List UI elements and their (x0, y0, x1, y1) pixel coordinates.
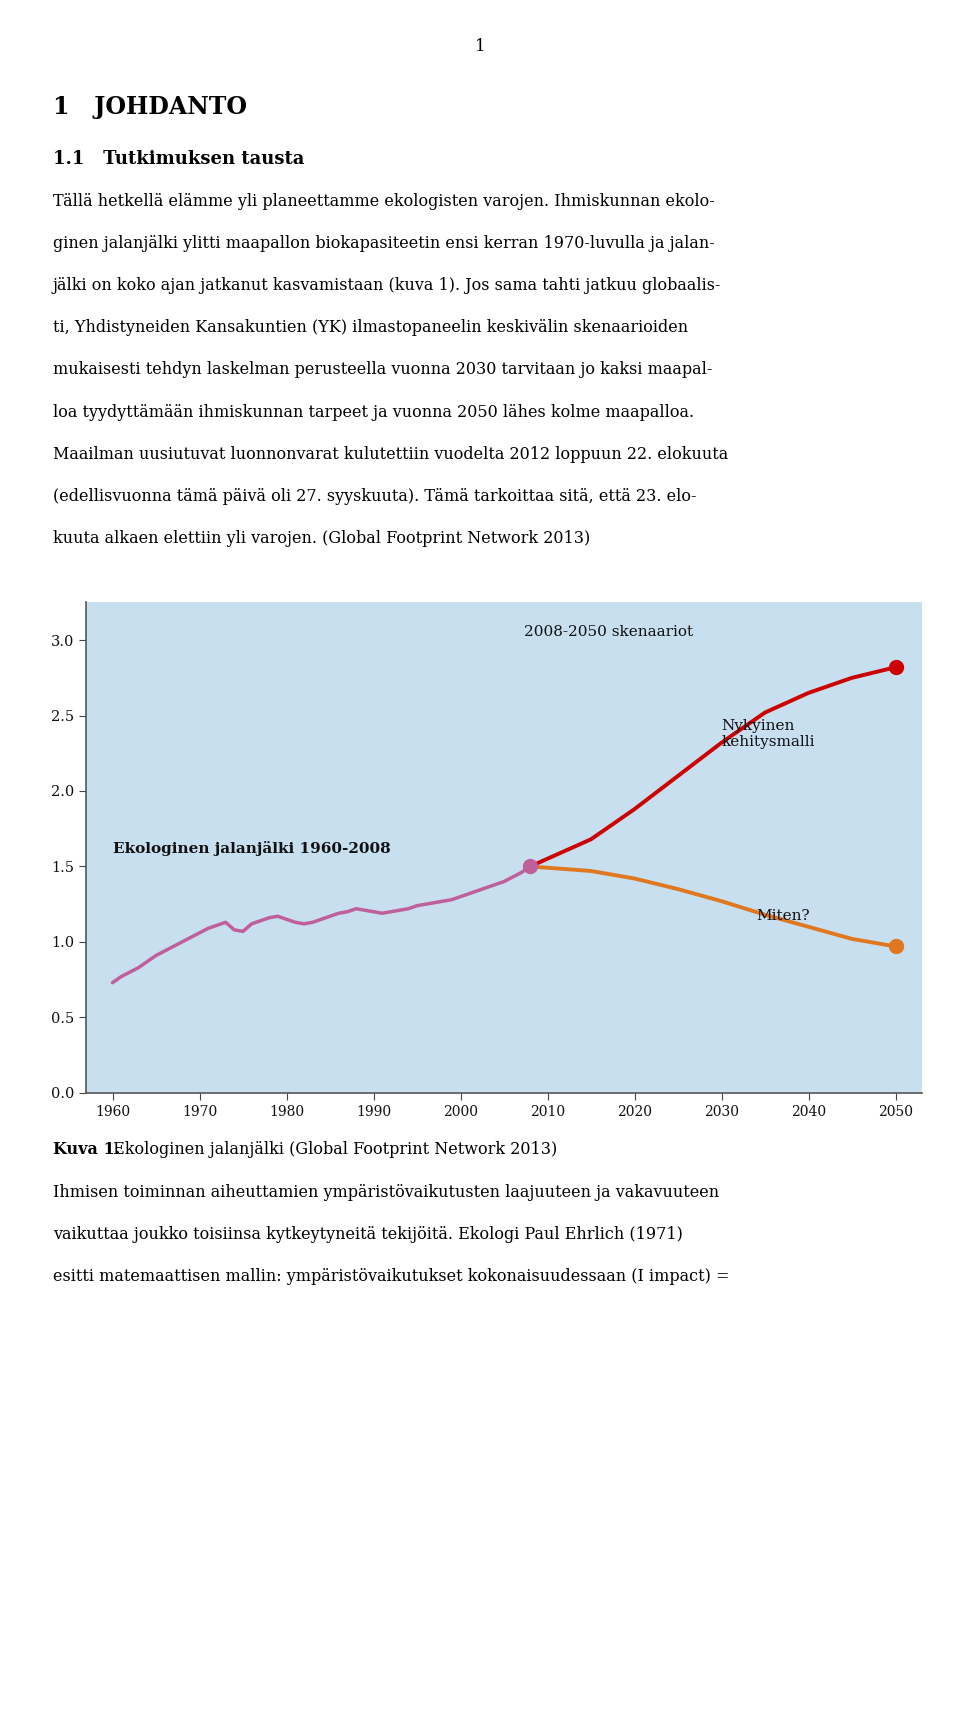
Text: ginen jalanjälki ylitti maapallon biokapasiteetin ensi kerran 1970-luvulla ja ja: ginen jalanjälki ylitti maapallon biokap… (53, 234, 714, 251)
Text: Maailman uusiutuvat luonnonvarat kulutettiin vuodelta 2012 loppuun 22. elokuuta: Maailman uusiutuvat luonnonvarat kulutet… (53, 446, 728, 463)
Text: 1: 1 (474, 38, 486, 55)
Text: kuuta alkaen elettiin yli varojen. (Global Footprint Network 2013): kuuta alkaen elettiin yli varojen. (Glob… (53, 530, 590, 547)
Text: Nykyinen
kehitysmalli: Nykyinen kehitysmalli (722, 719, 815, 749)
Text: Tällä hetkellä elämme yli planeettamme ekologisten varojen. Ihmiskunnan ekolo-: Tällä hetkellä elämme yli planeettamme e… (53, 193, 714, 210)
Text: jälki on koko ajan jatkanut kasvamistaan (kuva 1). Jos sama tahti jatkuu globaal: jälki on koko ajan jatkanut kasvamistaan… (53, 277, 721, 294)
Text: Miten?: Miten? (756, 909, 810, 922)
Text: ti, Yhdistyneiden Kansakuntien (YK) ilmastopaneelin keskivälin skenaarioiden: ti, Yhdistyneiden Kansakuntien (YK) ilma… (53, 320, 688, 336)
Text: (edellisvuonna tämä päivä oli 27. syyskuuta). Tämä tarkoittaa sitä, että 23. elo: (edellisvuonna tämä päivä oli 27. syysku… (53, 489, 696, 504)
Text: loa tyydyttämään ihmiskunnan tarpeet ja vuonna 2050 lähes kolme maapalloa.: loa tyydyttämään ihmiskunnan tarpeet ja … (53, 404, 694, 420)
Text: 2008-2050 skenaariot: 2008-2050 skenaariot (524, 625, 693, 638)
Text: Ihmisen toiminnan aiheuttamien ympäristövaikutusten laajuuteen ja vakavuuteen: Ihmisen toiminnan aiheuttamien ympäristö… (53, 1184, 719, 1201)
Text: esitti matemaattisen mallin: ympäristövaikutukset kokonaisuudessaan (I impact) =: esitti matemaattisen mallin: ympäristöva… (53, 1268, 730, 1286)
Text: 1.1   Tutkimuksen tausta: 1.1 Tutkimuksen tausta (53, 150, 304, 167)
Text: 1   JOHDANTO: 1 JOHDANTO (53, 95, 247, 119)
Text: mukaisesti tehdyn laskelman perusteella vuonna 2030 tarvitaan jo kaksi maapal-: mukaisesti tehdyn laskelman perusteella … (53, 361, 712, 379)
Text: vaikuttaa joukko toisiinsa kytkeytyneitä tekijöitä. Ekologi Paul Ehrlich (1971): vaikuttaa joukko toisiinsa kytkeytyneitä… (53, 1225, 683, 1243)
Text: Ekologinen jalanjälki 1960-2008: Ekologinen jalanjälki 1960-2008 (112, 842, 391, 855)
Text: Kuva 1.: Kuva 1. (53, 1141, 120, 1158)
Text: Ekologinen jalanjälki (Global Footprint Network 2013): Ekologinen jalanjälki (Global Footprint … (108, 1141, 558, 1158)
